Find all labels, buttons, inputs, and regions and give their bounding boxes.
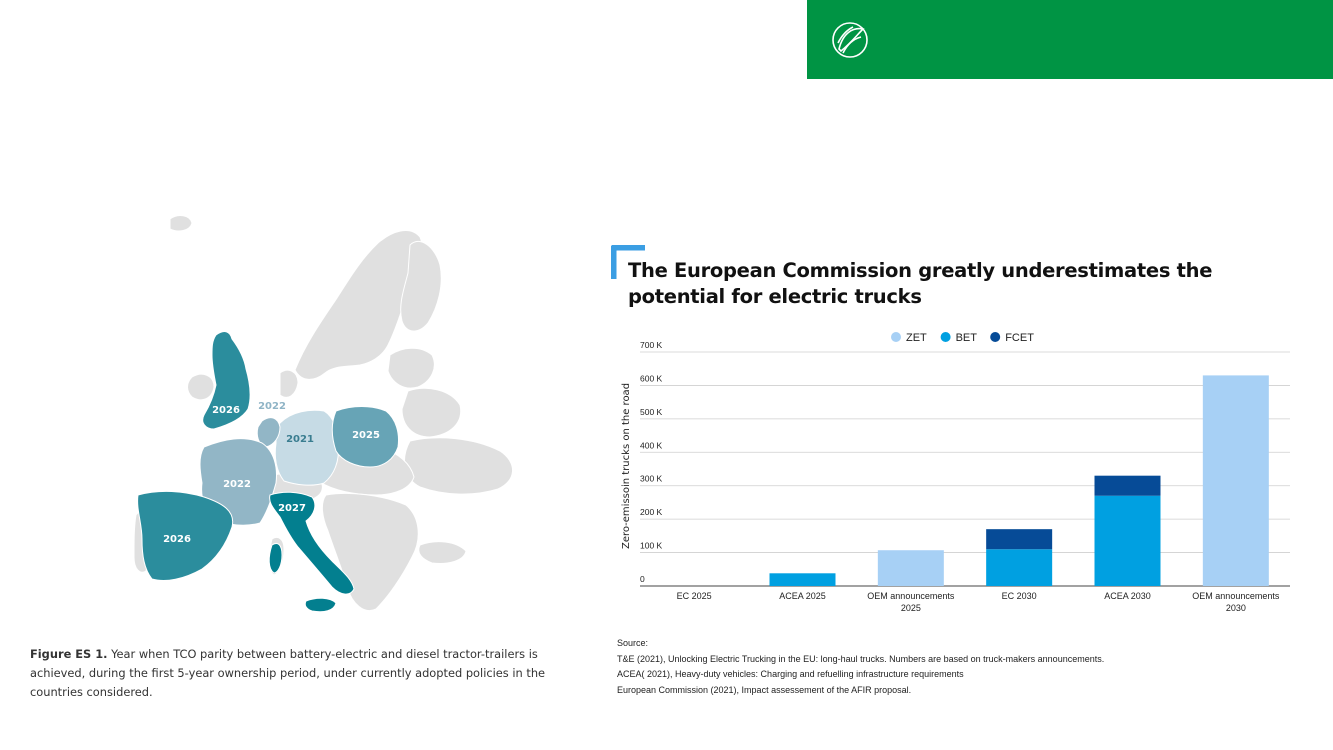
italy-shape (269, 491, 355, 595)
baltic-shape (387, 347, 435, 389)
circle-leaf-logo-icon (832, 22, 868, 58)
brand-header-bar (807, 0, 1333, 79)
finland-shape (400, 240, 442, 332)
legend-label-fcet: FCET (1005, 332, 1034, 344)
poland-year-label: 2025 (352, 430, 380, 441)
bar-zet (1202, 375, 1269, 586)
legend-swatch-fcet (990, 332, 1001, 342)
chart-legend: ZET BET FCET (891, 332, 1034, 344)
ireland-shape (187, 373, 215, 401)
balkans-shape (321, 493, 419, 611)
y-tick-label: 0 (640, 574, 645, 584)
iceland-shape (169, 215, 193, 232)
x-category-label: EC 2030 (1002, 591, 1037, 601)
poland-shape (331, 406, 399, 468)
bar-bet (986, 549, 1053, 586)
uk-year-label: 2026 (212, 405, 240, 416)
figure-caption-text: Year when TCO parity between battery-ele… (30, 647, 546, 699)
sicily-shape (304, 597, 337, 613)
x-category-label: 2030 (1226, 603, 1246, 613)
benelux-year-label: 2022 (258, 401, 286, 412)
france-year-label: 2022 (223, 479, 251, 490)
europe-tco-map: 2026 2022 2021 2025 2022 2027 2026 (133, 215, 513, 613)
source-line: European Commission (2021), Impact asses… (617, 684, 912, 695)
legend-swatch-bet (940, 332, 951, 342)
y-axis-label: Zero-emissoin trucks on the road (621, 383, 632, 549)
y-tick-label: 200 K (640, 507, 663, 517)
x-category-label: ACEA 2030 (1104, 591, 1151, 601)
y-tick-label: 500 K (640, 407, 663, 417)
turkey-shape (418, 541, 467, 564)
spain-year-label: 2026 (163, 534, 191, 545)
ukraine-shape (404, 437, 513, 495)
chart-title: The European Commission greatly underest… (628, 259, 1213, 308)
legend-label-bet: BET (956, 332, 978, 344)
uk-shape (202, 331, 251, 430)
y-tick-label: 300 K (640, 474, 663, 484)
sources-block: Source: T&E (2021), Unlocking Electric T… (617, 636, 1317, 698)
sardinia-it-shape (268, 542, 283, 574)
bar-fcet (1094, 475, 1161, 496)
italy-year-label: 2027 (278, 503, 306, 514)
bar-fcet (986, 529, 1053, 550)
x-category-label: OEM announcements (867, 591, 955, 601)
x-category-label: 2025 (901, 603, 921, 613)
belarus-shape (401, 387, 462, 438)
bar-zet (877, 550, 944, 586)
y-tick-label: 600 K (640, 373, 663, 383)
title-accent-bracket (611, 245, 645, 279)
legend-swatch-zet (891, 332, 901, 342)
x-category-label: ACEA 2025 (779, 591, 826, 601)
spain-shape (137, 490, 234, 582)
bar-bet (1094, 495, 1161, 586)
y-tick-label: 100 K (640, 541, 663, 551)
x-category-label: OEM announcements (1192, 591, 1280, 601)
germany-shape (274, 409, 339, 486)
figure-caption-label: Figure ES 1. (30, 647, 108, 661)
figure-caption: Figure ES 1. Year when TCO parity betwee… (30, 645, 575, 702)
source-line: T&E (2021), Unlocking Electric Trucking … (617, 653, 1105, 664)
sources-heading: Source: (617, 638, 649, 648)
bar-bet (769, 573, 836, 586)
benelux-shape (256, 417, 281, 448)
x-category-label: EC 2025 (677, 591, 712, 601)
germany-year-label: 2021 (286, 434, 314, 445)
legend-label-zet: ZET (906, 332, 927, 344)
denmark-shape (279, 369, 299, 398)
y-tick-label: 400 K (640, 440, 663, 450)
source-line: ACEA( 2021), Heavy-duty vehicles: Chargi… (617, 669, 964, 679)
y-tick-label: 700 K (640, 340, 663, 350)
chart-area: ZET BET FCET 0 100 K 200 K 300 K 400 K 500 K 600… (621, 332, 1290, 613)
